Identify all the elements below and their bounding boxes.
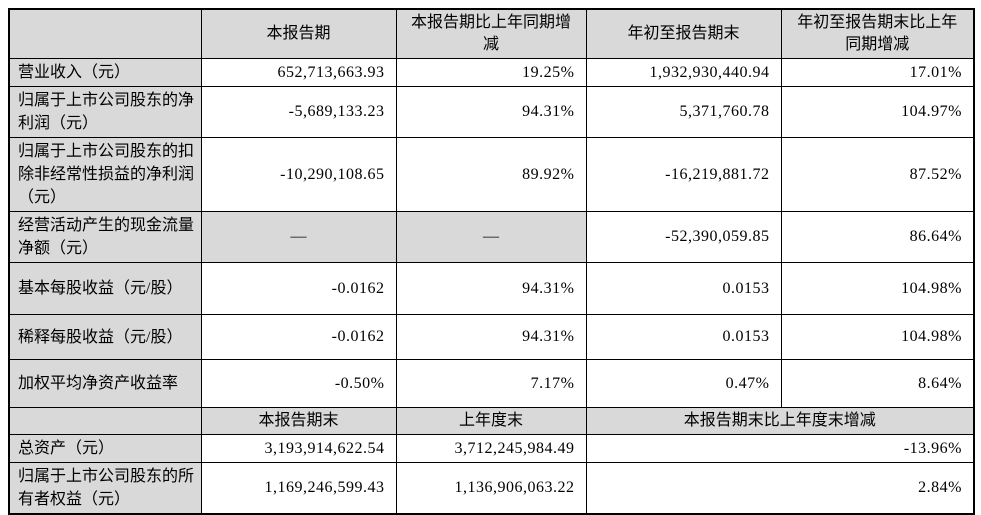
value-cell: -5,689,133.23: [200, 86, 397, 138]
row-label: 加权平均净资产收益率: [8, 359, 202, 408]
value-cell: 3,193,914,622.54: [200, 434, 397, 463]
column-header-current-period-change: 本报告期比上年同期增减: [395, 8, 587, 59]
table-row: 加权平均净资产收益率 -0.50% 7.17% 0.47% 8.64%: [8, 359, 975, 408]
row-label: 总资产（元）: [8, 434, 202, 463]
empty-dash-cell: —: [395, 211, 587, 263]
value-cell: 1,169,246,599.43: [200, 462, 397, 515]
empty-dash-cell: —: [200, 211, 397, 263]
table-row: 稀释每股收益（元/股） -0.0162 94.31% 0.0153 104.98…: [8, 314, 975, 360]
table-row: 归属于上市公司股东的扣除非经常性损益的净利润（元） -10,290,108.65…: [8, 137, 975, 212]
value-cell: 1,932,930,440.94: [585, 58, 782, 87]
value-cell: -10,290,108.65: [200, 137, 397, 212]
value-cell: 3,712,245,984.49: [395, 434, 587, 463]
row-label: 归属于上市公司股东的净利润（元）: [8, 86, 202, 138]
column-header-ytd: 年初至报告期末: [585, 8, 782, 59]
value-cell: 0.0153: [585, 262, 782, 315]
value-cell: -0.0162: [200, 262, 397, 315]
row-label: 归属于上市公司股东的扣除非经常性损益的净利润（元）: [8, 137, 202, 212]
row-label: 稀释每股收益（元/股）: [8, 314, 202, 360]
merged-change-cell: 2.84%: [585, 462, 975, 515]
value-cell: 89.92%: [395, 137, 587, 212]
value-cell: 94.31%: [395, 262, 587, 315]
value-cell: 1,136,906,063.22: [395, 462, 587, 515]
row-label: 经营活动产生的现金流量净额（元）: [8, 211, 202, 263]
row-label: 归属于上市公司股东的所有者权益（元）: [8, 462, 202, 515]
corner-cell: [8, 407, 202, 435]
table-row: 归属于上市公司股东的净利润（元） -5,689,133.23 94.31% 5,…: [8, 86, 975, 138]
table-row: 经营活动产生的现金流量净额（元） — — -52,390,059.85 86.6…: [8, 211, 975, 263]
value-cell: 86.64%: [780, 211, 975, 263]
corner-cell: [8, 8, 202, 59]
table-row: 基本每股收益（元/股） -0.0162 94.31% 0.0153 104.98…: [8, 262, 975, 315]
table-row: 营业收入（元） 652,713,663.93 19.25% 1,932,930,…: [8, 58, 975, 87]
row-label: 基本每股收益（元/股）: [8, 262, 202, 315]
table-row: 归属于上市公司股东的所有者权益（元） 1,169,246,599.43 1,13…: [8, 462, 975, 515]
value-cell: 8.64%: [780, 359, 975, 408]
column-header-prior-year-end: 上年度末: [395, 407, 587, 435]
value-cell: 104.97%: [780, 86, 975, 138]
value-cell: 19.25%: [395, 58, 587, 87]
value-cell: 17.01%: [780, 58, 975, 87]
value-cell: 652,713,663.93: [200, 58, 397, 87]
value-cell: 7.17%: [395, 359, 587, 408]
value-cell: 104.98%: [780, 262, 975, 315]
value-cell: -0.50%: [200, 359, 397, 408]
table-header-row: 本报告期 本报告期比上年同期增减 年初至报告期末 年初至报告期末比上年同期增减: [8, 8, 975, 59]
row-label: 营业收入（元）: [8, 58, 202, 87]
value-cell: 5,371,760.78: [585, 86, 782, 138]
value-cell: -16,219,881.72: [585, 137, 782, 212]
value-cell: -52,390,059.85: [585, 211, 782, 263]
value-cell: 0.0153: [585, 314, 782, 360]
value-cell: 94.31%: [395, 314, 587, 360]
value-cell: 0.47%: [585, 359, 782, 408]
column-header-current-period: 本报告期: [200, 8, 397, 59]
value-cell: 87.52%: [780, 137, 975, 212]
merged-change-cell: -13.96%: [585, 434, 975, 463]
column-header-period-end-change: 本报告期末比上年度末增减: [585, 407, 975, 435]
value-cell: 104.98%: [780, 314, 975, 360]
column-header-period-end: 本报告期末: [200, 407, 397, 435]
value-cell: -0.0162: [200, 314, 397, 360]
value-cell: 94.31%: [395, 86, 587, 138]
period-end-header-row: 本报告期末 上年度末 本报告期末比上年度末增减: [8, 407, 975, 435]
table-row: 总资产（元） 3,193,914,622.54 3,712,245,984.49…: [8, 434, 975, 463]
column-header-ytd-change: 年初至报告期末比上年同期增减: [780, 8, 975, 59]
key-financials-table: 本报告期 本报告期比上年同期增减 年初至报告期末 年初至报告期末比上年同期增减 …: [8, 8, 975, 515]
